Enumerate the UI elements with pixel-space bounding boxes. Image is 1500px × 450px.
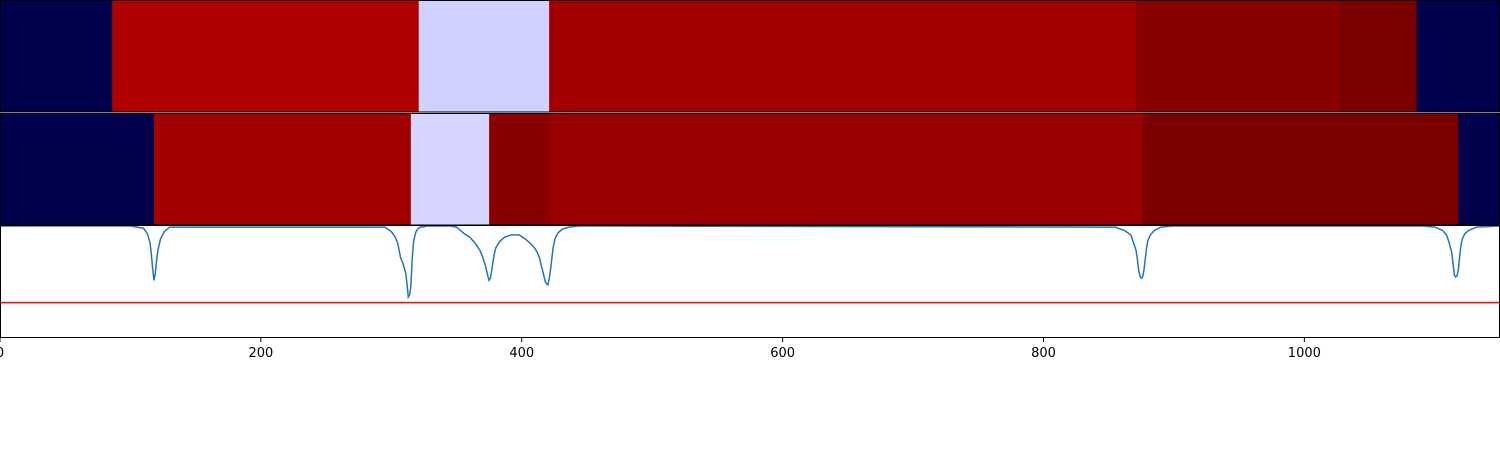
heatmap-cell-2-4: [489, 114, 550, 225]
x-tick-label: 800: [1031, 346, 1056, 361]
heatmap-cell-1-3: [418, 1, 550, 112]
heatmap-cell-2-1: [0, 114, 155, 225]
x-tick-label: 200: [248, 346, 273, 361]
heatmap-cell-1-7: [1416, 1, 1500, 112]
x-tick-label: 600: [770, 346, 795, 361]
heatmap-row-2: [0, 114, 1500, 225]
series-line: [0, 225, 1500, 300]
heatmap-cell-1-4: [549, 1, 1137, 112]
heatmap-cell-1-1: [0, 1, 113, 112]
heatmap-cell-2-3: [410, 114, 490, 225]
heatmap-cell-1-6: [1339, 1, 1418, 112]
heatmap-cell-2-2: [153, 114, 412, 225]
x-tick-label: 1000: [1288, 346, 1321, 361]
x-axis: 0 200 400 600 800 1000: [0, 338, 1321, 361]
heatmap-cell-2-7: [1458, 114, 1500, 225]
heatmap-row-1: [0, 1, 1500, 112]
heatmap-cell-2-6: [1142, 114, 1459, 225]
x-tick-label: 400: [509, 346, 534, 361]
x-tick-label: 0: [0, 346, 4, 361]
heatmap-cell-1-5: [1136, 1, 1341, 112]
heatmap-cell-1-2: [112, 1, 420, 112]
line-panel: [0, 225, 1500, 304]
line-panel-frame: [0, 225, 1500, 338]
heatmap-cell-2-5: [549, 114, 1144, 225]
